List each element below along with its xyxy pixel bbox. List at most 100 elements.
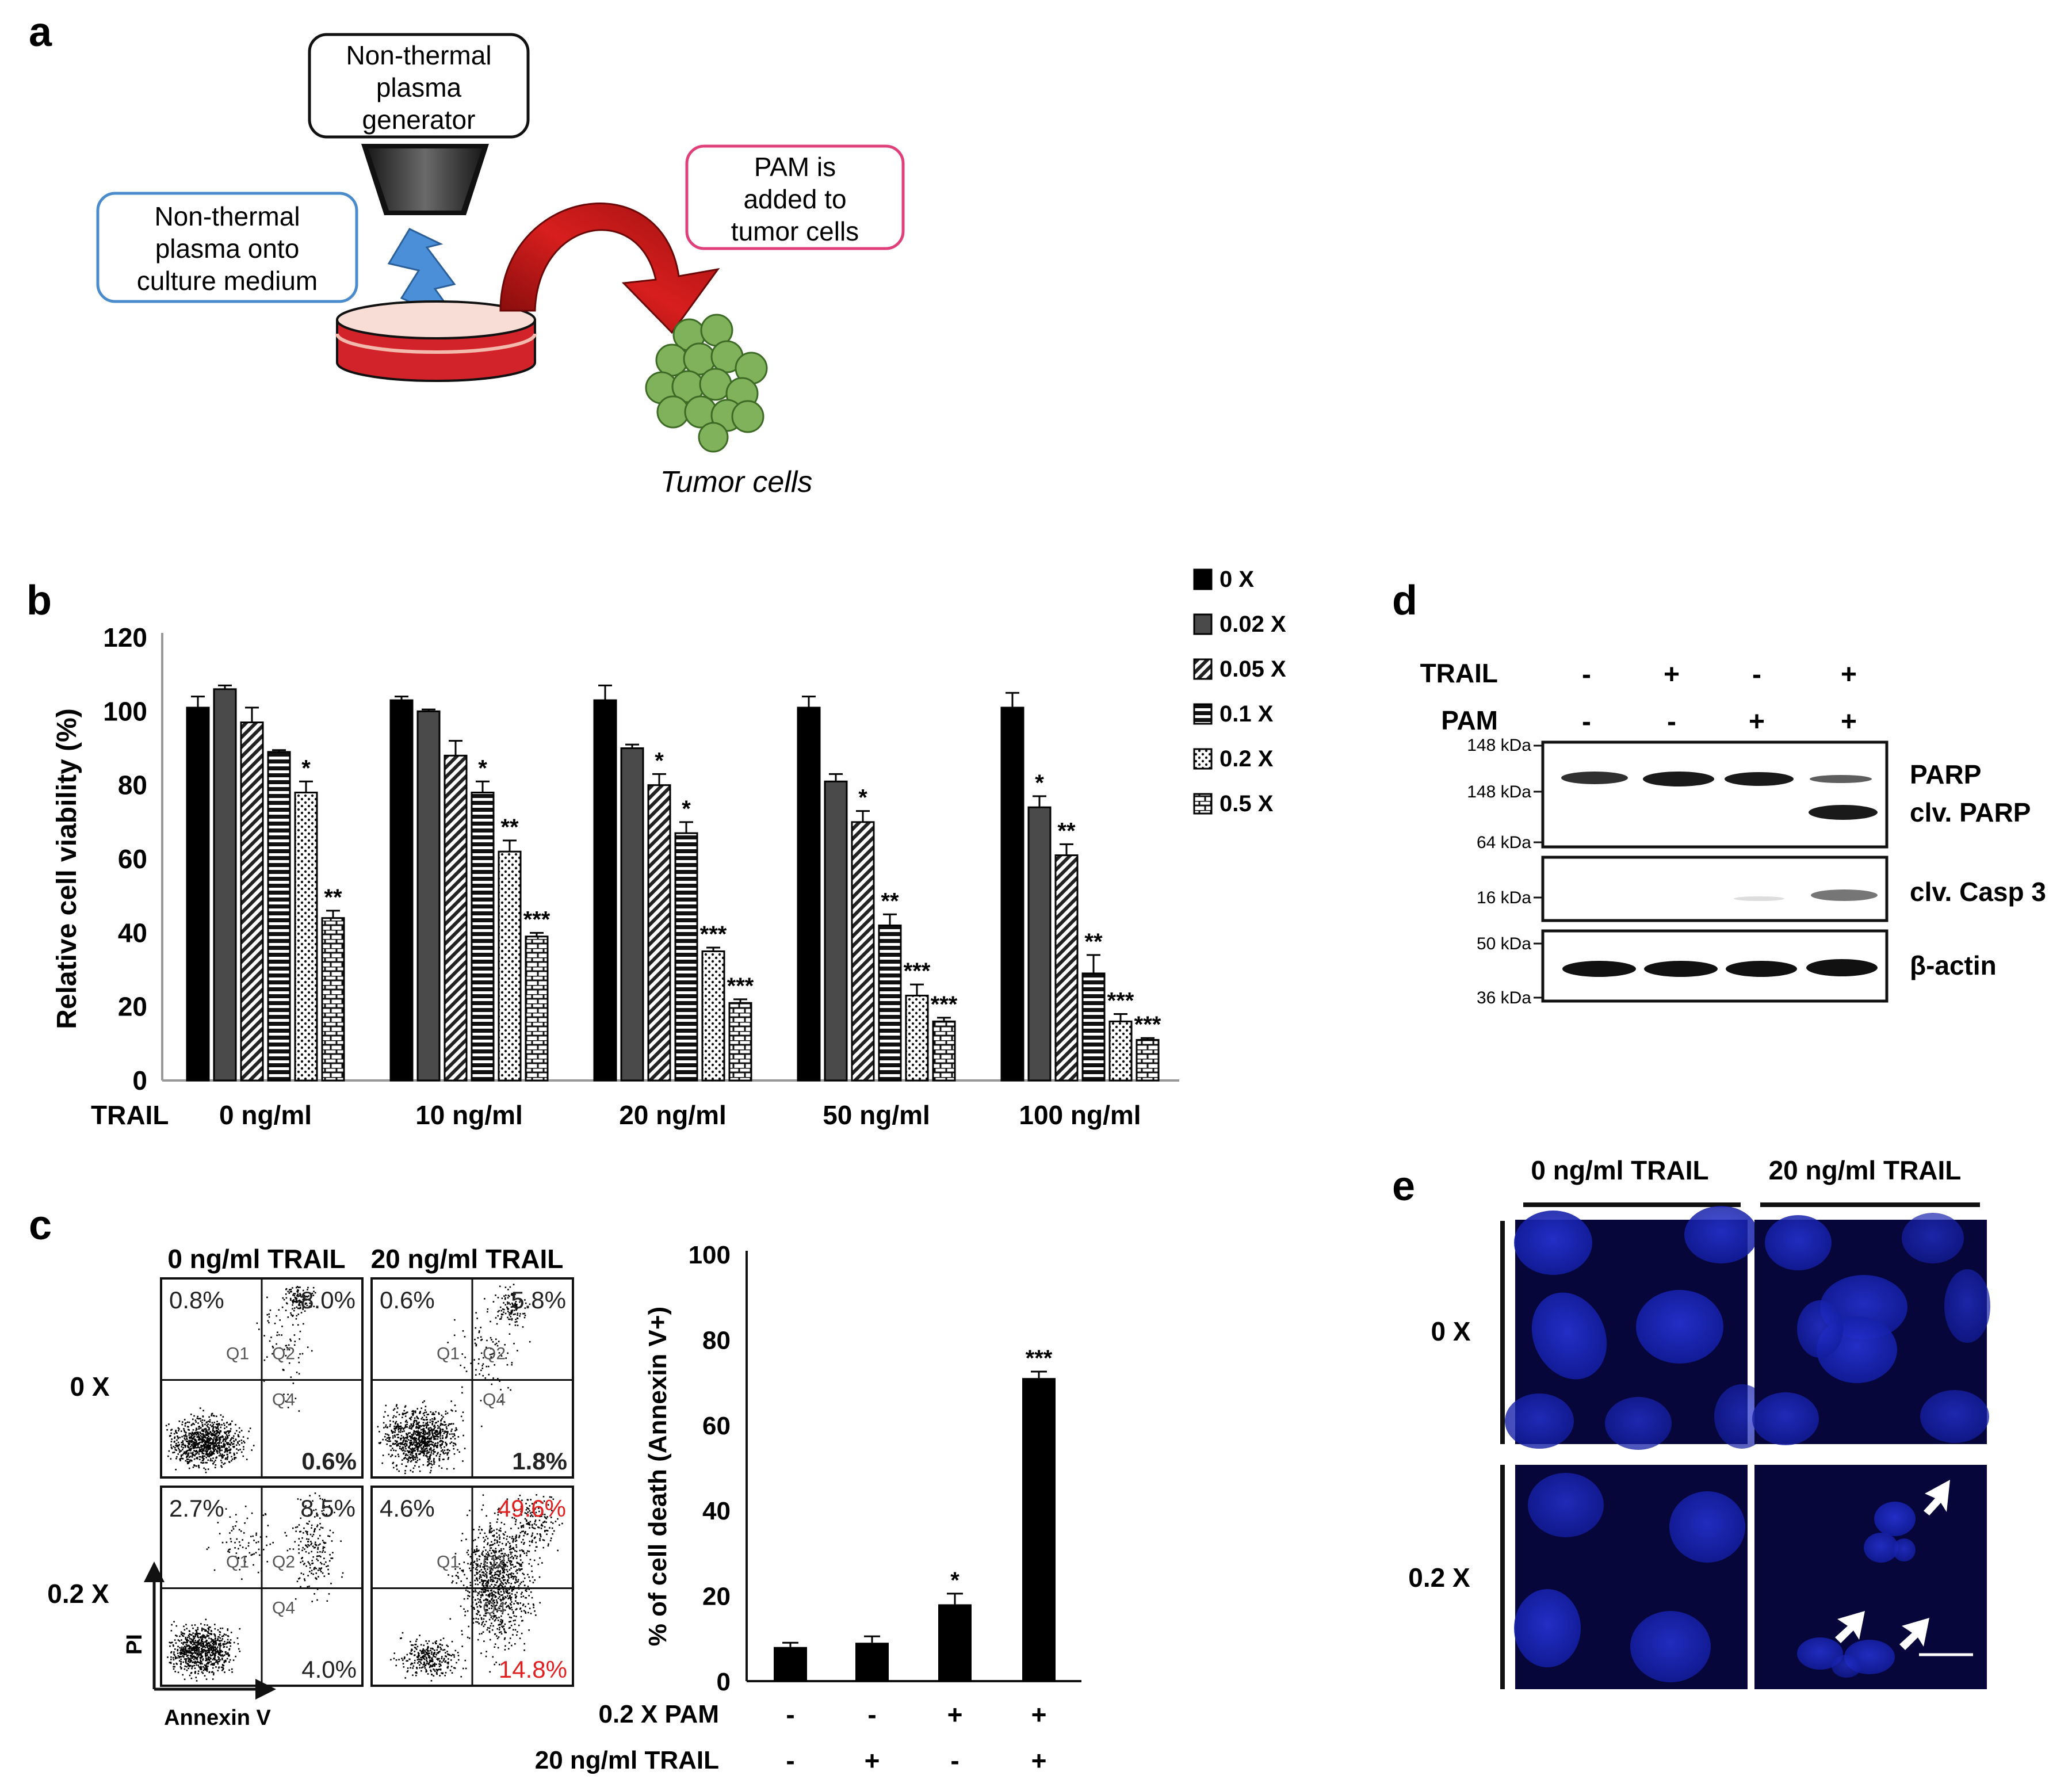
micro-row-label-0: 0 X — [1431, 1316, 1470, 1346]
b-bar — [471, 792, 495, 1082]
flow-plot: 0.8% 8.0% 0.6% Q1 Q2 Q4 — [160, 1277, 364, 1479]
b-bar — [389, 699, 414, 1082]
actin-bands — [1562, 959, 1878, 977]
generator-text-2: plasma — [376, 72, 462, 102]
pi-axis-label: PI — [123, 1634, 147, 1655]
b-y-tick-label: 80 — [118, 770, 147, 800]
quadrant-name: Q1 — [226, 1552, 249, 1571]
c-y-tick-label: 20 — [702, 1583, 731, 1611]
b-y-tick-label: 20 — [118, 992, 147, 1022]
b-bar — [525, 935, 549, 1082]
tumor-cells-icon — [645, 314, 768, 453]
b-significance-stars: *** — [727, 973, 754, 999]
q4-percent: 0.6% — [301, 1448, 357, 1475]
b-significance-stars: * — [478, 755, 487, 781]
c-bar — [1022, 1378, 1056, 1681]
b-bar — [1054, 854, 1079, 1082]
legend-label: 0.05 X — [1220, 656, 1286, 682]
panel-b: b 0 20 40 60 80 100 120 Relative cell viability… — [26, 567, 1286, 1130]
panel-a-label: a — [29, 9, 52, 55]
pam-text-1: PAM is — [754, 152, 836, 182]
tumor-cells-caption: Tumor cells — [660, 465, 813, 499]
apoptosis-arrow-icon-3 — [1899, 1618, 1929, 1650]
b-significance-stars: ** — [324, 885, 342, 910]
legend-label: 0.02 X — [1220, 612, 1286, 637]
b-category-label: 100 ng/ml — [1019, 1100, 1141, 1130]
pam-added-box — [685, 144, 905, 250]
b-bar — [797, 707, 821, 1082]
b-bar — [444, 754, 468, 1082]
casp3-bands — [1734, 889, 1878, 901]
q2-percent: 49.6% — [498, 1495, 566, 1522]
b-significance-stars: ** — [1057, 818, 1076, 843]
viability-bar-chart: 0 20 40 60 80 100 120 Relative cell viability (… — [52, 623, 1179, 1130]
wb-trail-sign: + — [1841, 659, 1857, 690]
marker-148: 148 kDa — [1467, 782, 1531, 801]
quadrant-name: Q4 — [483, 1598, 506, 1617]
flow-row-label-1: 0.2 X — [47, 1579, 109, 1609]
legend-label: 0.2 X — [1220, 746, 1274, 772]
b-category-label: 10 ng/ml — [415, 1100, 523, 1130]
q1-percent: 2.7% — [169, 1495, 224, 1522]
b-bar — [240, 721, 264, 1082]
wb-trail-sign: - — [1582, 659, 1591, 690]
b-significance-stars: *** — [904, 959, 931, 984]
legend-label: 0.1 X — [1220, 701, 1274, 727]
quadrant-name: Q1 — [226, 1344, 249, 1363]
b-significance-stars: *** — [523, 907, 551, 932]
micro-col-header-1: 20 ng/ml TRAIL — [1769, 1155, 1962, 1185]
wb-pam-sign: + — [1841, 707, 1857, 737]
b-y-axis-label: Relative cell viability (%) — [52, 708, 82, 1029]
pam-text-2: added to — [743, 184, 846, 214]
c-bar — [855, 1643, 889, 1681]
trail-sign: - — [786, 1746, 794, 1775]
micrograph-0x-0trail — [1505, 1206, 1769, 1450]
b-bar — [294, 792, 318, 1082]
micro-col-header-0: 0 ng/ml TRAIL — [1531, 1155, 1708, 1185]
b-significance-stars: * — [1035, 770, 1044, 796]
panel-b-label: b — [26, 578, 52, 624]
b-significance-stars: *** — [931, 992, 958, 1017]
flow-plot: 0.6% 5.8% 1.8% Q1 Q2 Q4 — [370, 1277, 574, 1479]
quadrant-name: Q2 — [272, 1344, 295, 1363]
b-bar — [905, 994, 929, 1082]
b-bar — [701, 950, 725, 1082]
b-bar — [1108, 1020, 1133, 1082]
trail-sign: + — [865, 1746, 880, 1775]
panel-a: a Non-thermal plasma generator Non-therm… — [29, 9, 905, 499]
legend-swatch — [1193, 613, 1213, 635]
panel-d-label: d — [1392, 578, 1417, 624]
apoptosis-arrow-icon-2 — [1835, 1611, 1865, 1643]
cell-death-bar-chart: 0 20 40 60 80 100 % of cell death (Annexin V+)… — [535, 1241, 1081, 1775]
flow-col-header-0: 0 ng/ml TRAIL — [167, 1244, 345, 1274]
wb-pam-sign: - — [1582, 707, 1591, 737]
pam-sign: + — [947, 1700, 963, 1729]
flow-row-label-0: 0 X — [70, 1372, 109, 1402]
annexin-arrow-head-icon — [255, 1679, 276, 1700]
q1-percent: 0.6% — [380, 1286, 435, 1313]
c-significance-stars: * — [950, 1568, 959, 1593]
b-significance-stars: *** — [1107, 988, 1134, 1014]
c-y-tick-label: 80 — [702, 1326, 731, 1354]
c-y-tick-label: 60 — [702, 1412, 731, 1440]
viability-legend: 0 X 0.02 X 0.05 X 0.1 X 0.2 X 0.5 X — [1193, 567, 1286, 816]
panel-e-label: e — [1392, 1163, 1415, 1209]
c-significance-stars: *** — [1026, 1346, 1053, 1371]
wb-row-label-pam: PAM — [1441, 705, 1498, 735]
b-bar — [932, 1020, 956, 1082]
c-y-tick-label: 40 — [702, 1497, 731, 1525]
band-label-parp: PARP — [1910, 759, 1981, 789]
c-bar — [774, 1647, 807, 1681]
quadrant-name: Q2 — [483, 1344, 506, 1363]
legend-swatch — [1193, 568, 1213, 590]
b-bar — [851, 821, 875, 1082]
b-bar — [1000, 707, 1024, 1082]
pam-sign: - — [786, 1700, 794, 1729]
quadrant-name: Q2 — [272, 1552, 295, 1571]
q2-percent: 8.5% — [300, 1495, 355, 1522]
pam-text-3: tumor cells — [731, 216, 859, 246]
wb-treatment-signs: - + - + - - + + — [1582, 659, 1857, 737]
band-label-clv-casp3: clv. Casp 3 — [1910, 877, 2046, 907]
c-y-tick-label: 0 — [717, 1668, 731, 1696]
